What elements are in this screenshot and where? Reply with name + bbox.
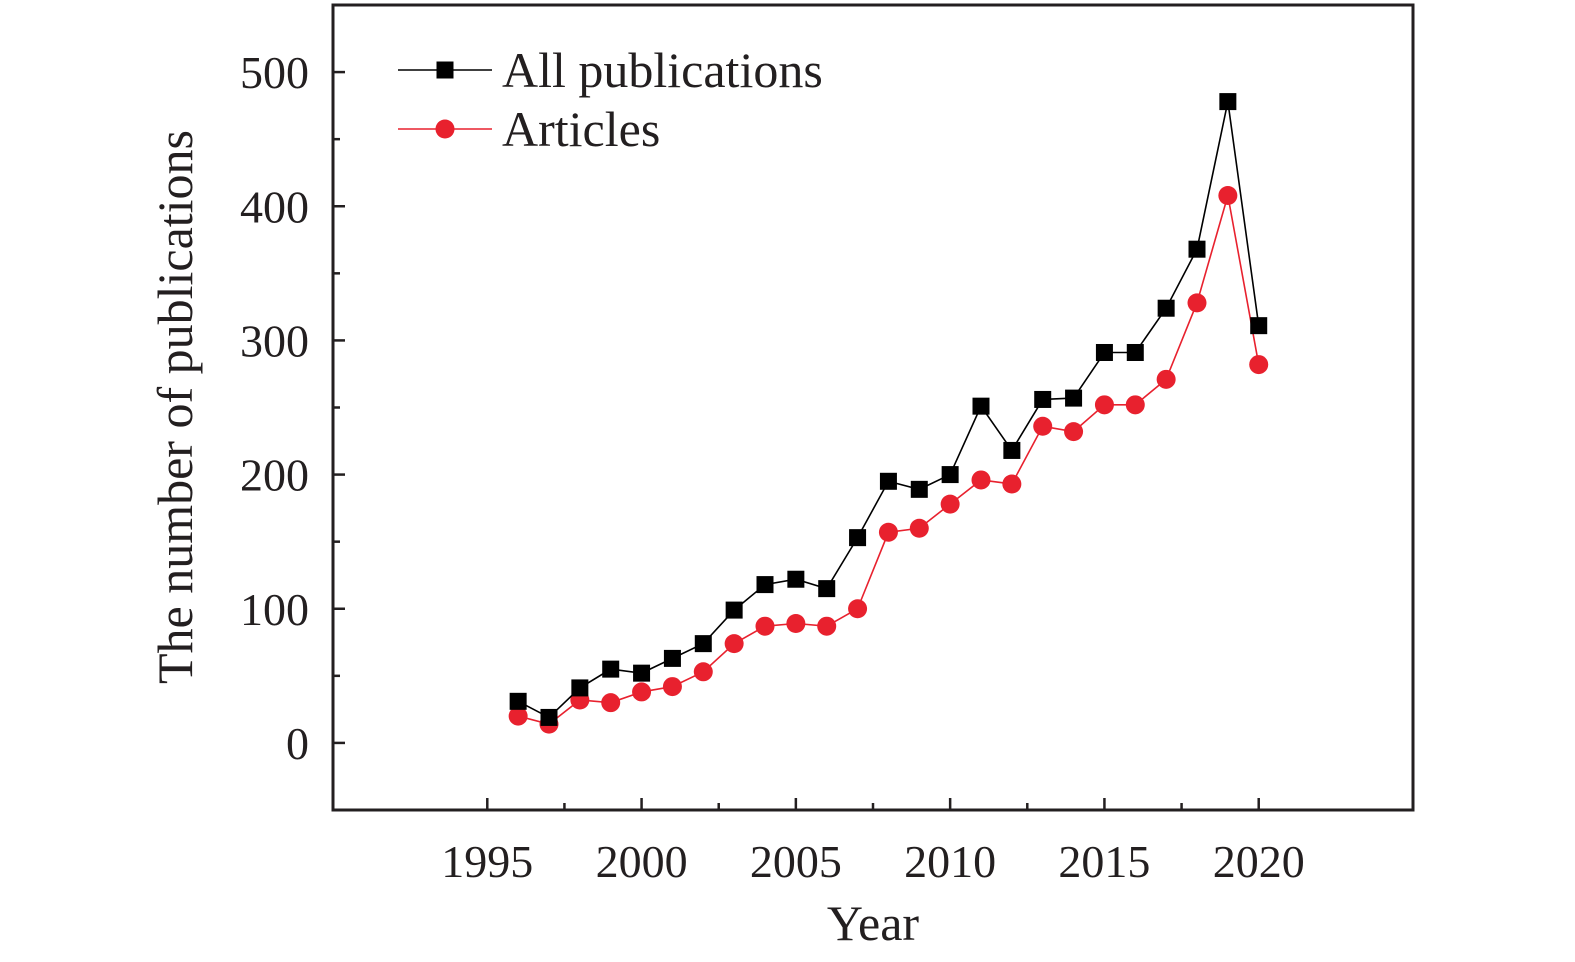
data-point-square <box>1188 240 1206 258</box>
data-point-square <box>540 708 558 726</box>
series-articles <box>508 186 1269 734</box>
series-line <box>517 101 1260 719</box>
data-point-square <box>1157 299 1175 317</box>
data-point-circle <box>632 682 652 702</box>
y-tick-label: 500 <box>240 47 309 98</box>
data-point-circle <box>909 518 929 538</box>
x-tick-label: 2010 <box>904 836 996 887</box>
data-point-circle <box>1156 369 1176 389</box>
data-point-circle <box>1002 474 1022 494</box>
data-point-square <box>1219 93 1237 111</box>
y-tick-label: 400 <box>240 181 309 232</box>
data-point-square <box>879 472 897 490</box>
data-point-circle <box>601 693 621 713</box>
data-point-square <box>818 580 836 598</box>
data-point-square <box>571 679 589 697</box>
x-tick-label: 2005 <box>750 836 842 887</box>
data-point-square <box>602 660 620 678</box>
legend-marker-square <box>436 61 454 79</box>
y-tick-label: 300 <box>240 315 309 366</box>
y-tick-label: 200 <box>240 450 309 501</box>
series-line <box>517 195 1260 726</box>
data-point-square <box>1034 390 1052 408</box>
data-point-square <box>941 466 959 484</box>
data-point-square <box>1095 343 1113 361</box>
data-point-square <box>694 635 712 653</box>
data-point-circle <box>693 662 713 682</box>
x-tick-label: 1995 <box>441 836 533 887</box>
data-point-circle <box>786 614 806 634</box>
data-point-square <box>787 570 805 588</box>
legend-item: Articles <box>398 101 660 157</box>
data-point-circle <box>1033 416 1053 436</box>
data-point-square <box>756 576 774 594</box>
data-point-square <box>725 601 743 619</box>
data-point-circle <box>1187 293 1207 313</box>
data-point-circle <box>817 616 837 636</box>
data-point-square <box>1003 441 1021 459</box>
data-point-circle <box>848 599 868 619</box>
x-axis-title: Year <box>827 895 919 951</box>
data-point-circle <box>1249 355 1269 375</box>
data-point-circle <box>1125 395 1145 415</box>
x-tick-label: 2015 <box>1058 836 1150 887</box>
data-point-circle <box>1218 186 1238 206</box>
plot-frame <box>331 3 1415 812</box>
data-point-circle <box>878 522 898 542</box>
data-point-square <box>663 649 681 667</box>
data-point-square <box>1065 389 1083 407</box>
data-point-square <box>509 692 527 710</box>
y-tick-label: 100 <box>240 584 309 635</box>
data-point-circle <box>662 677 682 697</box>
data-point-circle <box>940 494 960 514</box>
data-point-circle <box>508 706 528 726</box>
y-axis-title: The number of publications <box>147 130 203 684</box>
data-point-circle <box>971 470 991 490</box>
data-point-circle <box>724 634 744 654</box>
data-point-circle <box>1064 422 1084 442</box>
axis-ticks: 1995 2000 2005 2010 2015 2020 0 100 200 300 400 500 <box>240 3 1305 887</box>
legend-item: All publications <box>398 42 823 98</box>
data-point-square <box>910 480 928 498</box>
data-point-square <box>849 529 867 547</box>
series-all-publications <box>509 93 1268 726</box>
data-point-circle <box>1094 395 1114 415</box>
y-tick-label: 0 <box>286 718 309 769</box>
series-layer <box>508 93 1269 734</box>
data-point-square <box>1126 343 1144 361</box>
data-point-square <box>972 397 990 415</box>
legend-label: Articles <box>502 101 660 157</box>
data-point-circle <box>755 616 775 636</box>
x-tick-label: 2000 <box>596 836 688 887</box>
x-tick-label: 2020 <box>1213 836 1305 887</box>
data-point-square <box>1250 317 1268 335</box>
legend-marker-circle <box>435 119 455 139</box>
legend-label: All publications <box>502 42 823 98</box>
data-point-square <box>633 664 651 682</box>
